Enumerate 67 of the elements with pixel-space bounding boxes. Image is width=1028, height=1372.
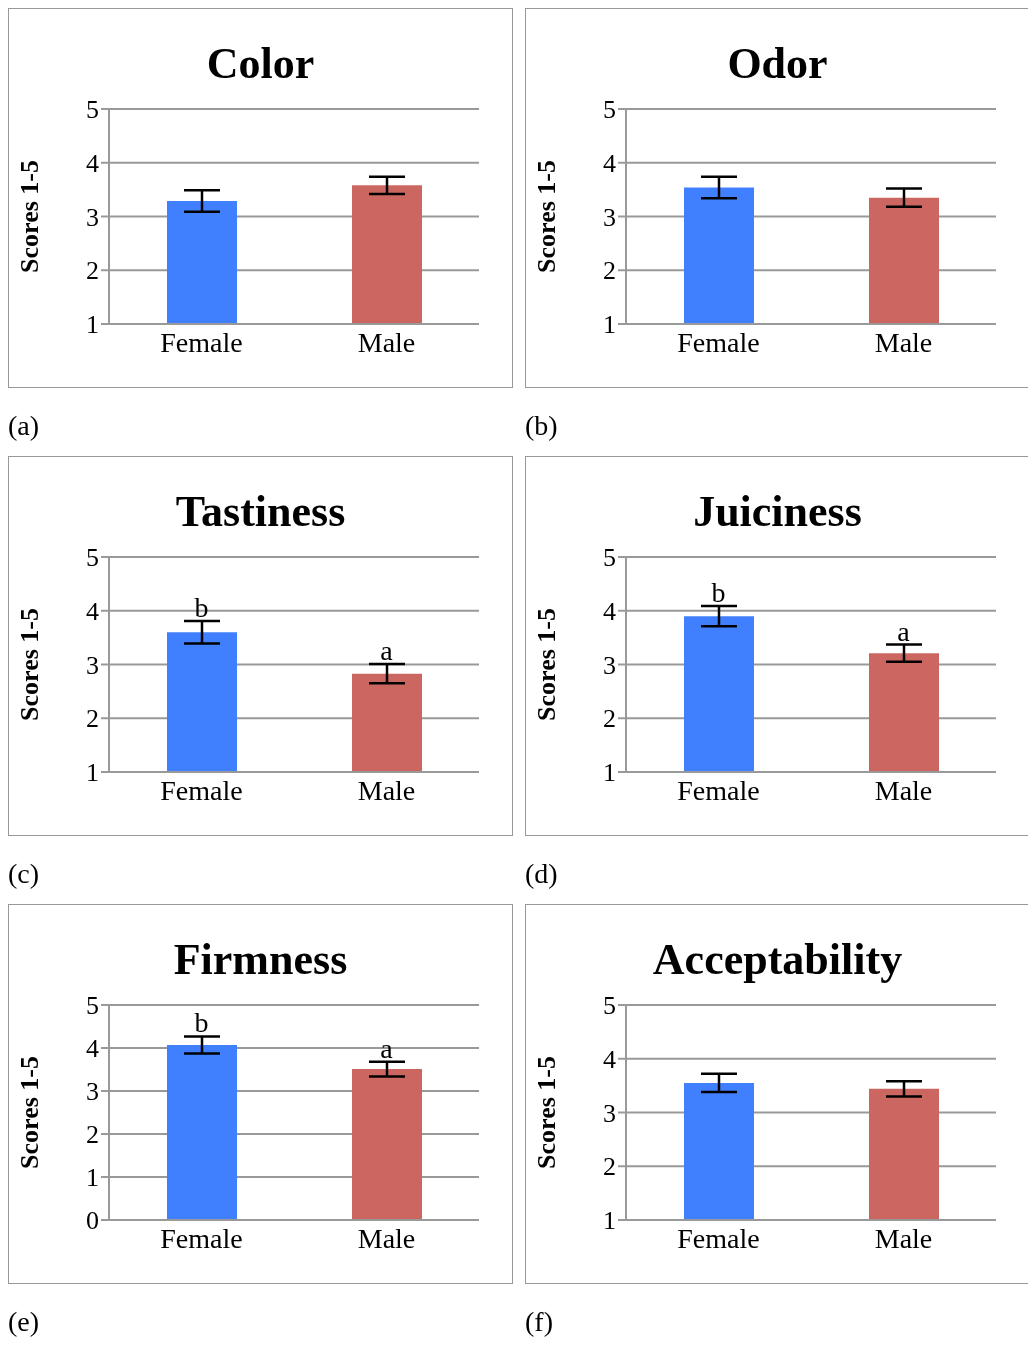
x-tick-label: Female [677,326,760,358]
y-tick-label: 5 [603,95,616,125]
text: (e) [8,1306,41,1339]
y-tick-label: 4 [86,596,99,626]
chart-title: Juiciness [692,487,863,537]
y-tick-label: 1 [603,310,616,340]
chart-title: Odor [726,39,829,89]
x-tick-label: Male [357,1222,416,1254]
annotation: b [194,591,209,623]
y-tick-label: 4 [86,1034,99,1064]
y-tick-label: 5 [86,991,99,1021]
chart-title: Tastiness [174,487,347,537]
y-tick-label: 1 [86,1163,99,1193]
y-axis-title: Scores 1-5 [532,160,562,273]
x-tick-label: Male [357,326,416,358]
y-tick-label: 2 [86,704,99,734]
y-tick-label: 2 [86,1120,99,1150]
y-tick-label: 4 [86,148,99,178]
y-tick-label: 5 [86,543,99,573]
x-tick-label: Female [677,1222,760,1254]
x-tick-label: Female [677,774,760,806]
y-tick-label: 3 [603,202,616,232]
x-tick-label: Female [160,326,243,358]
annotation: b [194,1007,209,1039]
text: (b) [525,410,559,443]
y-tick-label: 1 [603,758,616,788]
y-tick-label: 3 [86,202,99,232]
y-axis-title: Scores 1-5 [15,160,45,273]
x-tick-label: Male [874,326,933,358]
y-tick-label: 5 [603,543,616,573]
text: (a) [8,410,41,443]
y-tick-label: 2 [603,1152,616,1182]
y-tick-label: 0 [86,1206,99,1236]
y-tick-label: 3 [86,1077,99,1107]
y-tick-label: 3 [86,650,99,680]
y-tick-label: 3 [603,1098,616,1128]
x-tick-label: Male [874,1222,933,1254]
y-tick-label: 2 [603,704,616,734]
y-tick-label: 1 [86,758,99,788]
x-tick-label: Male [357,774,416,806]
y-axis-title: Scores 1-5 [532,1056,562,1169]
x-tick-label: Female [160,774,243,806]
y-tick-label: 5 [86,95,99,125]
annotation: b [711,576,726,608]
annotation: a [380,634,394,666]
y-tick-label: 5 [603,991,616,1021]
chart-title: Firmness [172,935,349,985]
chart-title: Acceptability [651,935,904,985]
x-tick-label: Male [874,774,933,806]
text: (f) [525,1306,554,1339]
x-tick-label: Female [160,1222,243,1254]
y-tick-label: 2 [603,256,616,286]
y-tick-label: 2 [86,256,99,286]
y-tick-label: 1 [86,310,99,340]
annotation: a [380,1032,394,1064]
y-tick-label: 4 [603,1044,616,1074]
y-tick-label: 4 [603,148,616,178]
y-tick-label: 4 [603,596,616,626]
y-axis-title: Scores 1-5 [532,608,562,721]
y-axis-title: Scores 1-5 [15,1056,45,1169]
text: (d) [525,858,559,891]
text: (c) [8,858,41,891]
annotation: a [897,615,911,647]
y-tick-label: 1 [603,1206,616,1236]
y-axis-title: Scores 1-5 [15,608,45,721]
y-tick-label: 3 [603,650,616,680]
chart-title: Color [205,39,316,89]
